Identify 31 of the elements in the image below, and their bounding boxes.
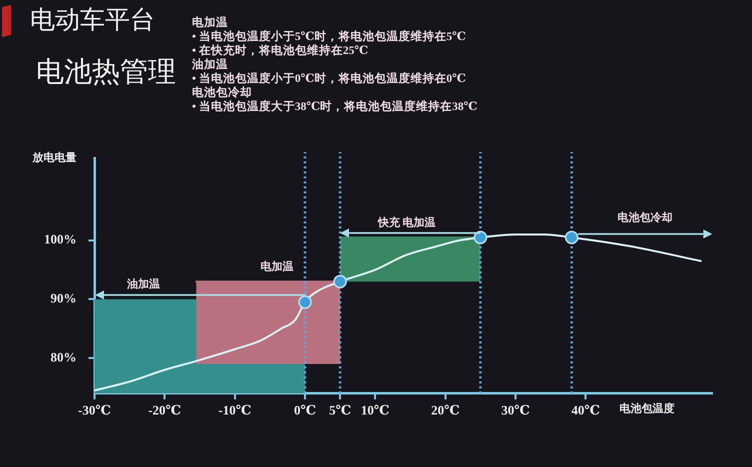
text: • 当电池包温度小于5℃时，将电池包温度维持在5℃ <box>192 30 467 44</box>
chart-title: 电动车平台 <box>30 5 155 36</box>
y-axis-title: 放电电量 <box>32 150 76 164</box>
x-tick-label: -10℃ <box>218 402 252 418</box>
x-tick-label: 20℃ <box>431 402 460 418</box>
text: • 当电池包温度小于0℃时，将电池包温度维持在0℃ <box>192 72 467 86</box>
text: 电池包冷却 <box>192 86 253 100</box>
point <box>298 295 312 309</box>
x-tick-label: 40℃ <box>571 402 600 418</box>
y-tick-label: 80% <box>50 349 76 364</box>
x-axis-title: 电池包温度 <box>620 402 675 416</box>
text: 电加温 <box>192 16 229 30</box>
point <box>333 274 347 288</box>
text: • 当电池包温度大于38℃时，将电池包温度维持在38℃ <box>192 100 478 114</box>
chart-subtitle: 电池热管理 <box>36 55 176 89</box>
x-tick-label: -30℃ <box>78 402 111 418</box>
y-tick-label: 90% <box>50 290 76 306</box>
point <box>474 230 488 244</box>
annotation: 电池包冷却 <box>617 212 672 224</box>
annotation: 油加温 <box>126 278 160 291</box>
text: 油加温 <box>192 58 229 72</box>
annotation: 快充 电加温 <box>376 216 436 229</box>
y-tick-label: 100% <box>44 232 76 247</box>
point <box>564 230 578 244</box>
x-tick-label: 5℃ <box>329 402 352 418</box>
x-tick-label: 30℃ <box>501 402 530 418</box>
x-tick-label: 0℃ <box>294 402 316 418</box>
text: • 在快充时，将电池包维持在25℃ <box>192 44 370 58</box>
annotation: 电加温 <box>260 260 294 273</box>
x-tick-label: -20℃ <box>148 402 182 418</box>
x-tick-label: 10℃ <box>360 402 390 418</box>
